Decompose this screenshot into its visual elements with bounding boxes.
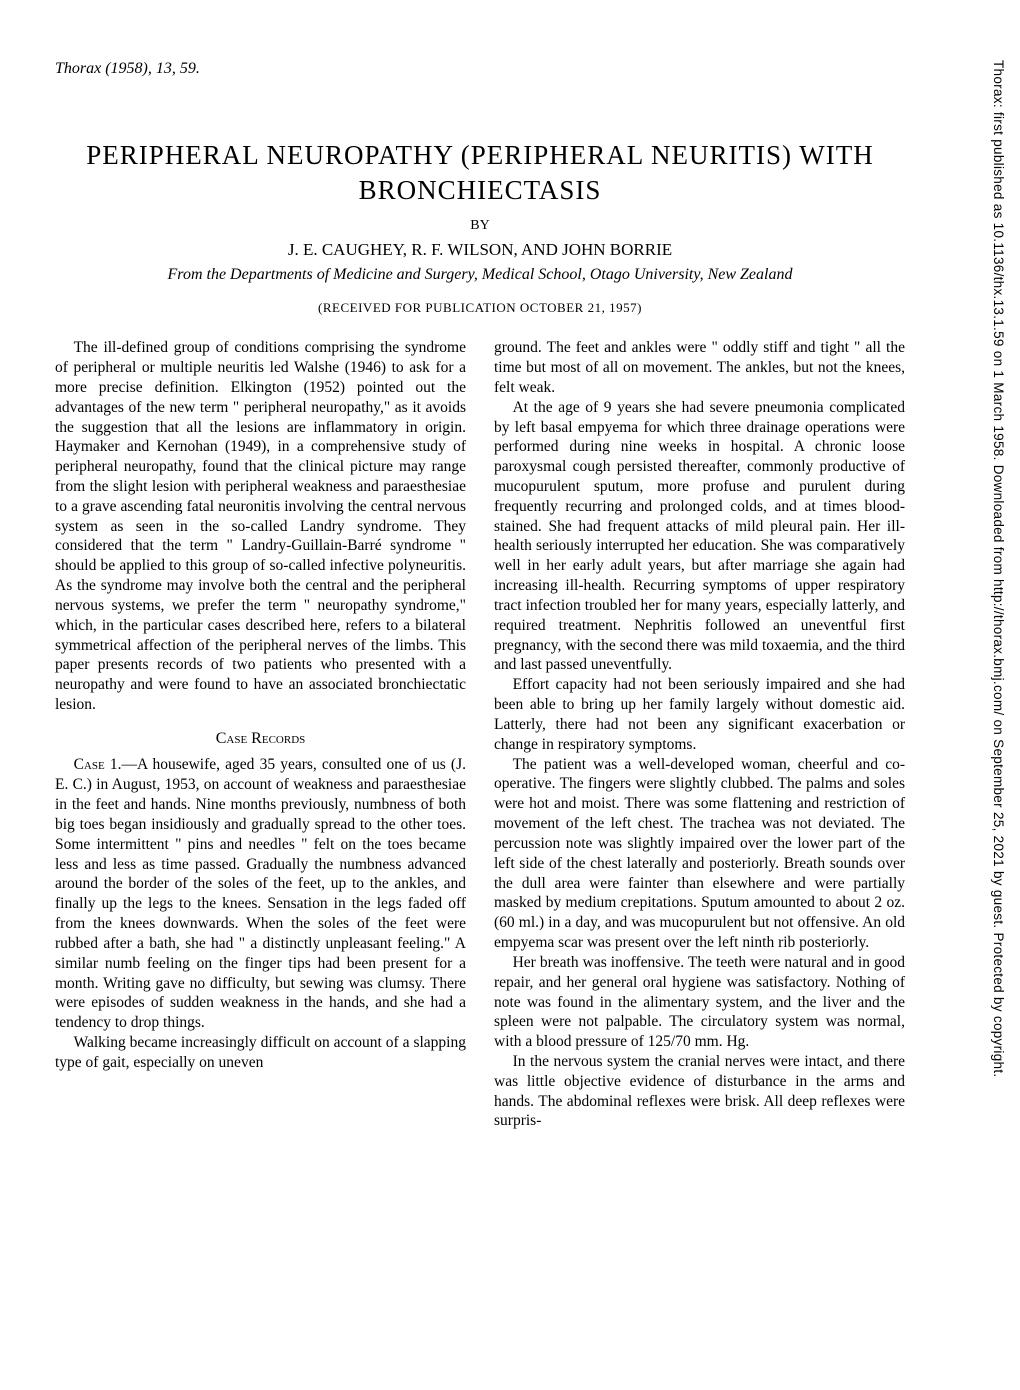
title-line-1: PERIPHERAL NEUROPATHY (PERIPHERAL NEURIT…	[86, 140, 874, 170]
right-column: ground. The feet and ankles were " oddly…	[494, 338, 905, 1131]
received-date: (RECEIVED FOR PUBLICATION OCTOBER 21, 19…	[55, 300, 905, 316]
case-1-text: A housewife, aged 35 years, consulted on…	[55, 756, 466, 1031]
by-label: BY	[55, 218, 905, 234]
patient-paragraph: The patient was a well-developed woman, …	[494, 755, 905, 953]
age-9-paragraph: At the age of 9 years she had severe pne…	[494, 398, 905, 676]
breath-paragraph: Her breath was inoffensive. The teeth we…	[494, 953, 905, 1052]
article-title: PERIPHERAL NEUROPATHY (PERIPHERAL NEURIT…	[55, 138, 905, 208]
effort-paragraph: Effort capacity had not been seriously i…	[494, 675, 905, 754]
case-records-heading: Case Records	[55, 729, 466, 749]
ground-paragraph: ground. The feet and ankles were " oddly…	[494, 338, 905, 397]
page-content: Thorax (1958), 13, 59. PERIPHERAL NEUROP…	[0, 0, 960, 1171]
affiliation: From the Departments of Medicine and Sur…	[55, 266, 905, 284]
nervous-paragraph: In the nervous system the cranial nerves…	[494, 1052, 905, 1131]
title-line-2: BRONCHIECTASIS	[359, 175, 602, 205]
citation: Thorax (1958), 13, 59.	[55, 60, 905, 78]
left-column: The ill-defined group of conditions comp…	[55, 338, 466, 1131]
copyright-sidebar: Thorax: first published as 10.1136/thx.1…	[991, 60, 1006, 1340]
case-1-paragraph: Case 1.—A housewife, aged 35 years, cons…	[55, 755, 466, 1033]
case-1-label: Case 1.—	[74, 756, 137, 773]
body-columns: The ill-defined group of conditions comp…	[55, 338, 905, 1131]
intro-paragraph: The ill-defined group of conditions comp…	[55, 338, 466, 715]
authors: J. E. CAUGHEY, R. F. WILSON, AND JOHN BO…	[55, 240, 905, 260]
walking-paragraph: Walking became increasingly difficult on…	[55, 1033, 466, 1073]
